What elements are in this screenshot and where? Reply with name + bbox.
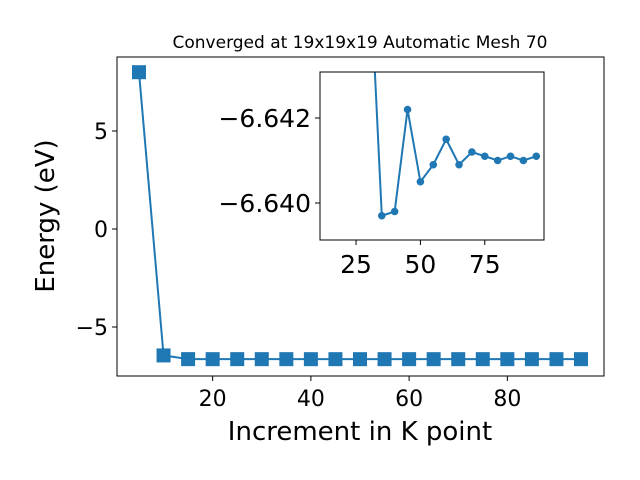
inset-data-point xyxy=(377,211,386,220)
y-tick-label: 5 xyxy=(94,120,108,145)
main-data-point xyxy=(524,352,539,367)
main-data-point xyxy=(254,352,269,367)
inset-data-point xyxy=(403,105,412,114)
inset-data-point xyxy=(416,177,425,186)
inset-x-ticks: 25 50 75 xyxy=(340,240,501,279)
y-tick-label: 0 xyxy=(94,218,108,243)
chart-title: Converged at 19x19x19 Automatic Mesh 70 xyxy=(173,33,548,53)
main-data-point xyxy=(574,352,588,367)
x-tick-label: 40 xyxy=(297,387,325,412)
main-data-point xyxy=(500,352,515,367)
inset-data-point xyxy=(468,148,476,156)
main-data-point xyxy=(328,352,343,367)
main-data-point xyxy=(132,65,146,80)
inset-background xyxy=(320,72,544,240)
x-tick-label: 20 xyxy=(199,387,227,412)
main-data-point xyxy=(303,352,318,367)
inset-data-point xyxy=(480,152,489,161)
main-data-point xyxy=(279,352,294,367)
inset-y-tick-label: −6.640 xyxy=(218,189,311,218)
main-plot-frame xyxy=(116,56,605,377)
main-data-point xyxy=(156,348,171,363)
inset-frame xyxy=(319,71,545,241)
main-plot: 20 40 60 80 −5 0 5 xyxy=(76,56,605,412)
inset-data-point xyxy=(455,160,463,169)
main-data-point xyxy=(230,352,245,367)
inset-data-point xyxy=(493,156,502,165)
x-tick-label: 60 xyxy=(395,387,423,412)
main-data-point xyxy=(426,352,441,367)
y-axis-label: Energy (eV) xyxy=(31,139,61,292)
inset-x-tick-label: 75 xyxy=(469,250,501,279)
inset-x-tick-label: 50 xyxy=(405,250,437,279)
x-tick-label: 80 xyxy=(493,387,521,412)
main-series xyxy=(132,65,588,367)
main-data-point xyxy=(451,352,466,367)
main-data-point xyxy=(475,352,490,367)
inset-y-tick-label: −6.642 xyxy=(218,104,311,133)
main-data-point xyxy=(181,352,196,367)
main-data-point xyxy=(353,352,367,367)
y-tick-label: −5 xyxy=(76,316,108,341)
inset-plot: 25 50 75 −6.642 −6.640 xyxy=(218,71,545,279)
inset-x-tick-label: 25 xyxy=(340,250,372,279)
main-y-ticks: −5 0 5 xyxy=(76,120,117,341)
main-data-point xyxy=(205,352,220,367)
inset-data-point xyxy=(532,152,541,161)
inset-data-point xyxy=(429,160,438,169)
x-axis-label: Increment in K point xyxy=(228,417,492,447)
main-data-point xyxy=(402,352,417,367)
main-data-point xyxy=(549,352,564,367)
inset-data-point xyxy=(390,207,399,216)
inset-data-point xyxy=(442,135,450,144)
inset-data-point xyxy=(519,156,528,165)
main-x-ticks: 20 40 60 80 xyxy=(199,376,521,412)
inset-series xyxy=(373,72,541,220)
main-data-point xyxy=(377,352,392,367)
inset-y-ticks: −6.642 −6.640 xyxy=(218,104,320,218)
inset-data-point xyxy=(506,152,515,161)
